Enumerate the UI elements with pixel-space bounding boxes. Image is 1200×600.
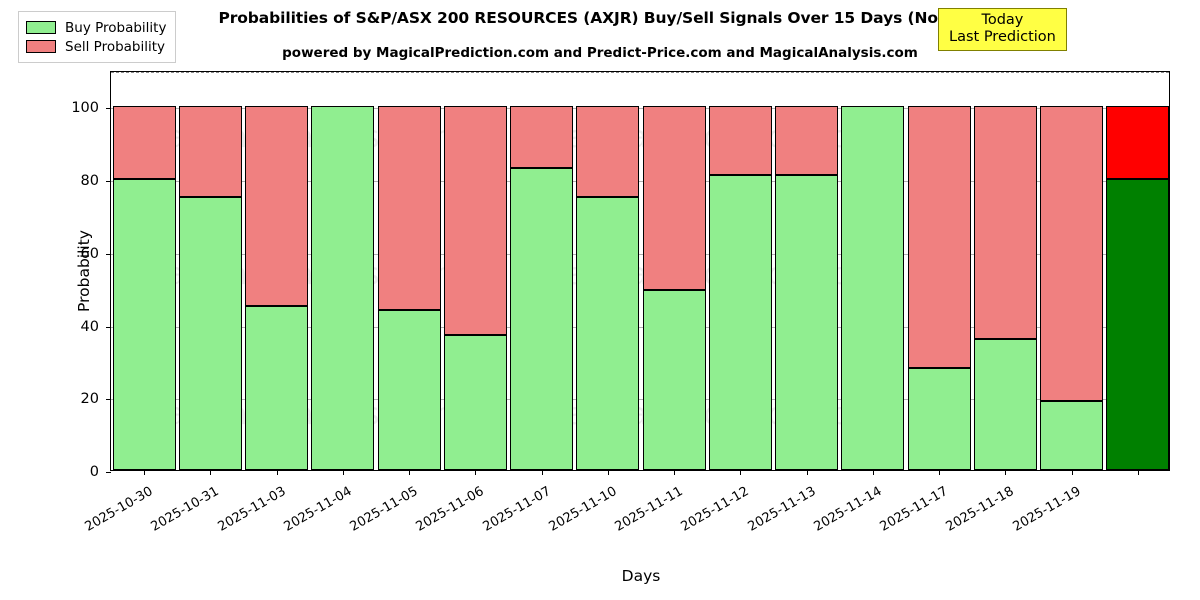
bar-group[interactable] [443, 70, 507, 470]
x-tick-mark [740, 470, 742, 475]
legend-swatch-sell [26, 40, 56, 53]
gridline [111, 326, 1169, 328]
bar-segment-buy[interactable] [510, 168, 574, 470]
bar-segment-sell[interactable] [1040, 106, 1104, 401]
today-line1: Today [981, 12, 1024, 28]
y-tick-mark [106, 181, 111, 183]
bar-group[interactable] [1040, 70, 1104, 470]
bar-group[interactable] [245, 70, 309, 470]
bar-segment-buy[interactable] [576, 197, 640, 470]
bar-segment-buy[interactable] [1040, 400, 1104, 470]
bar-group[interactable] [841, 70, 905, 470]
bar-group[interactable] [775, 70, 839, 470]
chart-legend: Buy Probability Sell Probability [18, 11, 177, 63]
x-tick-mark [872, 470, 874, 475]
x-tick-mark [1137, 470, 1139, 475]
bar-segment-buy[interactable] [775, 175, 839, 470]
bar-segment-buy[interactable] [907, 368, 971, 470]
y-tick-label: 100 [71, 100, 99, 117]
y-tick-mark [106, 253, 111, 255]
x-tick-mark [806, 470, 808, 475]
bar-segment-sell[interactable] [443, 106, 507, 336]
y-axis-label: Probability [74, 230, 93, 312]
x-tick-mark [939, 470, 941, 475]
bar-segment-buy[interactable] [443, 335, 507, 470]
bar-segment-sell[interactable] [576, 106, 640, 198]
x-tick-mark [674, 470, 676, 475]
y-tick-mark [106, 108, 111, 110]
bar-segment-buy[interactable] [377, 310, 441, 470]
x-tick-mark [1071, 470, 1073, 475]
x-tick-mark [276, 470, 278, 475]
bar-group[interactable] [377, 70, 441, 470]
bar-segment-sell[interactable] [245, 106, 309, 307]
x-tick-mark [1005, 470, 1007, 475]
x-tick-mark [541, 470, 543, 475]
y-tick-label: 20 [80, 391, 99, 408]
today-annotation: Today Last Prediction [938, 8, 1067, 52]
bar-segment-sell[interactable] [708, 106, 772, 176]
bar-segment-buy[interactable] [1106, 179, 1170, 470]
bar-segment-buy[interactable] [311, 106, 375, 470]
bar-segment-buy[interactable] [642, 290, 706, 470]
chart-subtitle: powered by MagicalPrediction.com and Pre… [282, 45, 918, 61]
gridline [111, 253, 1169, 255]
x-tick-mark [607, 470, 609, 475]
bar-series-container [111, 70, 1170, 470]
threshold-line [111, 72, 1169, 73]
bar-group-today[interactable] [1106, 70, 1170, 470]
bar-group[interactable] [973, 70, 1037, 470]
bar-segment-buy[interactable] [708, 175, 772, 470]
gridline [111, 181, 1169, 183]
legend-swatch-buy [26, 21, 56, 34]
bar-group[interactable] [708, 70, 772, 470]
x-axis-label: Days [621, 567, 661, 585]
chart-title: Probabilities of S&P/ASX 200 RESOURCES (… [218, 9, 982, 27]
legend-item-buy: Buy Probability [26, 18, 166, 37]
y-tick-mark [106, 399, 111, 401]
bar-group[interactable] [311, 70, 375, 470]
bar-segment-sell[interactable] [178, 106, 242, 198]
x-tick-mark [210, 470, 212, 475]
bar-segment-sell[interactable] [642, 106, 706, 290]
bar-segment-buy[interactable] [112, 179, 176, 470]
x-tick-mark [475, 470, 477, 475]
x-tick-mark [342, 470, 344, 475]
bar-segment-buy[interactable] [841, 106, 905, 470]
x-tick-mark [409, 470, 411, 475]
today-line2: Last Prediction [949, 29, 1056, 46]
bar-segment-sell[interactable] [973, 106, 1037, 340]
x-tick-mark [144, 470, 146, 475]
bar-group[interactable] [642, 70, 706, 470]
bar-segment-sell[interactable] [112, 106, 176, 180]
bar-segment-buy[interactable] [973, 339, 1037, 470]
bar-segment-sell[interactable] [377, 106, 441, 310]
legend-label-buy: Buy Probability [65, 19, 167, 36]
gridline [111, 108, 1169, 110]
y-tick-label: 80 [80, 173, 99, 190]
bar-segment-buy[interactable] [245, 306, 309, 470]
bar-segment-sell[interactable] [907, 106, 971, 369]
bar-group[interactable] [510, 70, 574, 470]
bar-segment-buy[interactable] [178, 197, 242, 470]
bar-group[interactable] [178, 70, 242, 470]
gridline [111, 399, 1169, 401]
legend-label-sell: Sell Probability [65, 38, 166, 55]
bar-segment-sell[interactable] [775, 106, 839, 176]
y-tick-label: 60 [80, 245, 99, 262]
y-tick-mark [106, 326, 111, 328]
bar-group[interactable] [112, 70, 176, 470]
bar-group[interactable] [576, 70, 640, 470]
bar-segment-sell[interactable] [1106, 106, 1170, 180]
plot-area: MagicalAnalysis.comMagicalPrediction.com… [71, 70, 1170, 585]
y-tick-mark [106, 472, 111, 473]
y-tick-label: 40 [80, 318, 99, 335]
bar-group[interactable] [907, 70, 971, 470]
bar-segment-sell[interactable] [510, 106, 574, 169]
y-tick-label: 0 [89, 464, 99, 480]
legend-item-sell: Sell Probability [26, 37, 166, 56]
